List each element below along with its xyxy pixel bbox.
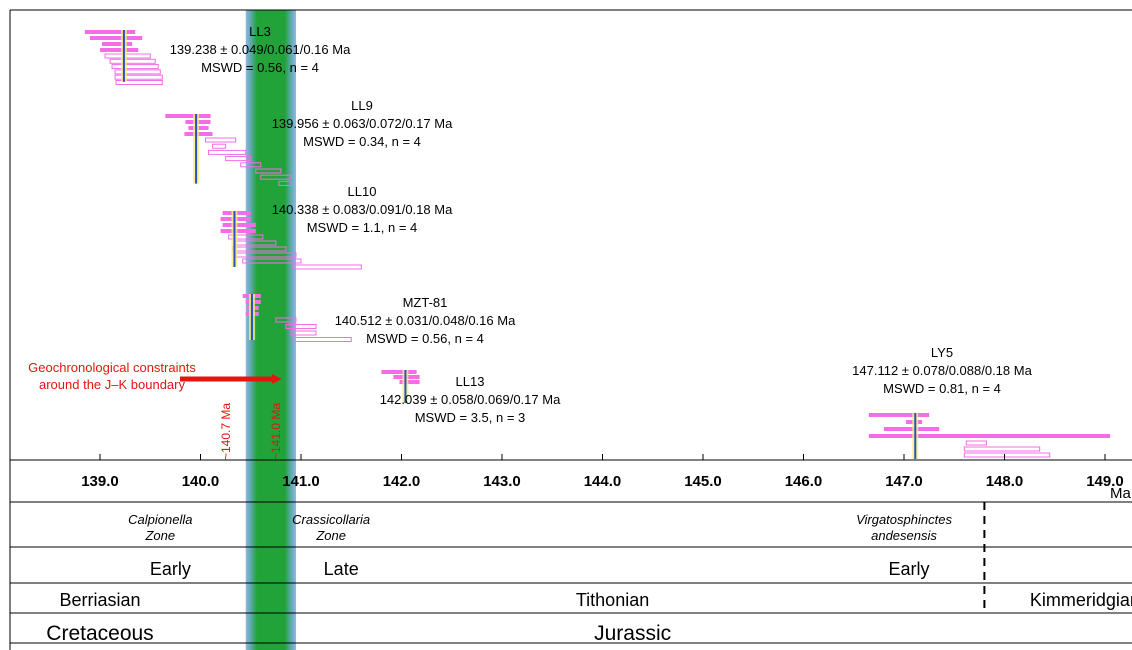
sample-mswd: MSWD = 0.56, n = 4 — [201, 60, 319, 75]
sample-age-result: 139.956 ± 0.063/0.072/0.17 Ma — [272, 116, 453, 131]
sample-ll10 — [220, 211, 362, 270]
excluded-analysis-bar — [114, 74, 163, 80]
sample-ly5 — [868, 413, 1111, 459]
sample-name: LY5 — [931, 345, 953, 360]
stage-label: Berriasian — [59, 590, 140, 610]
used-analysis-bar — [89, 36, 143, 40]
substage-label: Early — [889, 559, 930, 579]
excluded-analysis-bar — [255, 168, 282, 174]
used-analysis-bar — [868, 413, 930, 417]
used-analysis-bar — [381, 370, 417, 374]
zone-label-line1: Calpionella — [128, 512, 192, 527]
sample-label-ll9: LL9 139.956 ± 0.063/0.072/0.17 Ma MSWD = 0… — [272, 98, 453, 149]
sample-age-result: 142.039 ± 0.058/0.069/0.17 Ma — [380, 392, 561, 407]
sample-name: LL13 — [456, 374, 485, 389]
excluded-analysis-bar — [240, 162, 262, 168]
sample-mswd: MSWD = 0.81, n = 4 — [883, 381, 1001, 396]
excluded-analysis-bar — [212, 143, 227, 149]
used-analysis-bar — [883, 427, 940, 431]
used-analysis-bar — [165, 114, 211, 118]
used-analysis-bar — [868, 434, 1111, 438]
excluded-analysis-bar — [104, 53, 151, 59]
excluded-analysis-bar — [208, 149, 247, 155]
stage-label: Kimmeridgian — [1030, 590, 1132, 610]
zone-label-line2: Zone — [315, 528, 346, 543]
excluded-analysis-bar — [963, 452, 1051, 458]
x-tick-label: 146.0 — [785, 473, 823, 490]
sample-mswd: MSWD = 0.34, n = 4 — [303, 134, 421, 149]
boundary-age-label: ~140.7 Ma — [219, 403, 233, 460]
excluded-analysis-bar — [114, 69, 161, 75]
sample-ll3 — [84, 30, 163, 85]
used-analysis-bar — [399, 380, 420, 384]
excluded-analysis-bar — [292, 337, 352, 342]
excluded-analysis-bar — [228, 234, 264, 240]
excluded-analysis-bar — [278, 180, 292, 186]
substage-label: Late — [324, 559, 359, 579]
zone-label-line2: andesensis — [871, 528, 937, 543]
sample-mswd: MSWD = 1.1, n = 4 — [307, 220, 418, 235]
excluded-analysis-bar — [109, 58, 156, 64]
x-tick-label: 139.0 — [81, 473, 119, 490]
excluded-analysis-bar — [275, 317, 297, 323]
used-analysis-bar — [220, 229, 256, 233]
sample-name: MZT-81 — [403, 295, 448, 310]
excluded-analysis-bar — [290, 330, 317, 336]
sample-label-ll10: LL10 140.338 ± 0.083/0.091/0.18 Ma MSWD = … — [272, 184, 453, 235]
sample-mzt-81 — [242, 294, 352, 342]
x-tick-label: 147.0 — [885, 473, 923, 490]
x-tick-label: 148.0 — [986, 473, 1024, 490]
sample-mswd: MSWD = 0.56, n = 4 — [366, 331, 484, 346]
x-tick-label: 145.0 — [684, 473, 722, 490]
annotation-line-1: Geochronological constraints — [28, 360, 196, 375]
system-label: Jurassic — [594, 622, 671, 645]
sample-label-mzt-81: MZT-81 140.512 ± 0.031/0.048/0.16 Ma MSWD … — [335, 295, 516, 346]
excluded-analysis-bar — [111, 64, 159, 70]
sample-label-ll13: LL13 142.039 ± 0.058/0.069/0.17 Ma MSWD = … — [380, 374, 561, 425]
excluded-analysis-bar — [285, 324, 317, 329]
sample-age-result: 139.238 ± 0.049/0.061/0.16 Ma — [170, 42, 351, 57]
x-tick-label: 143.0 — [483, 473, 521, 490]
x-tick-label: 144.0 — [584, 473, 622, 490]
x-tick-label: 141.0 — [282, 473, 320, 490]
sample-age-result: 140.338 ± 0.083/0.091/0.18 Ma — [272, 202, 453, 217]
x-tick-label: 140.0 — [182, 473, 220, 490]
sample-mswd: MSWD = 3.5, n = 3 — [415, 410, 526, 425]
boundary-age-label: ~141.0 Ma — [269, 403, 283, 460]
annotation-line-2: around the J–K boundary — [39, 377, 185, 392]
excluded-analysis-bar — [225, 156, 252, 162]
excluded-analysis-bar — [965, 440, 987, 446]
excluded-analysis-bar — [242, 258, 302, 264]
zone-label-line2: Zone — [144, 528, 175, 543]
sample-name: LL3 — [249, 24, 271, 39]
x-tick-label: 149.0 — [1086, 473, 1124, 490]
excluded-analysis-bar — [292, 264, 362, 270]
sample-name: LL10 — [348, 184, 377, 199]
used-analysis-bar — [100, 48, 139, 52]
zone-label-line1: Virgatosphinctes — [856, 512, 952, 527]
sample-label-ly5: LY5 147.112 ± 0.078/0.088/0.18 Ma MSWD = 0… — [852, 345, 1032, 396]
excluded-analysis-bar — [205, 137, 237, 143]
sample-age-result: 147.112 ± 0.078/0.088/0.18 Ma — [852, 363, 1032, 378]
sample-ll9 — [165, 114, 292, 186]
sample-name: LL9 — [351, 98, 373, 113]
substage-label: Early — [150, 559, 191, 579]
excluded-analysis-bar — [115, 80, 163, 85]
sample-ll13 — [381, 370, 420, 403]
x-tick-label: 142.0 — [383, 473, 421, 490]
x-axis-unit: Ma — [1110, 485, 1131, 502]
sample-label-ll3: LL3 139.238 ± 0.049/0.061/0.16 Ma MSWD = 0… — [170, 24, 351, 75]
used-analysis-bar — [102, 42, 133, 46]
excluded-analysis-bar — [963, 446, 1041, 452]
used-analysis-bar — [84, 30, 136, 34]
sample-age-result: 140.512 ± 0.031/0.048/0.16 Ma — [335, 313, 516, 328]
system-label: Cretaceous — [46, 622, 153, 645]
stage-label: Tithonian — [576, 590, 649, 610]
excluded-analysis-bar — [260, 174, 292, 180]
zone-label-line1: Crassicollaria — [292, 512, 370, 527]
used-analysis-bar — [222, 223, 256, 227]
